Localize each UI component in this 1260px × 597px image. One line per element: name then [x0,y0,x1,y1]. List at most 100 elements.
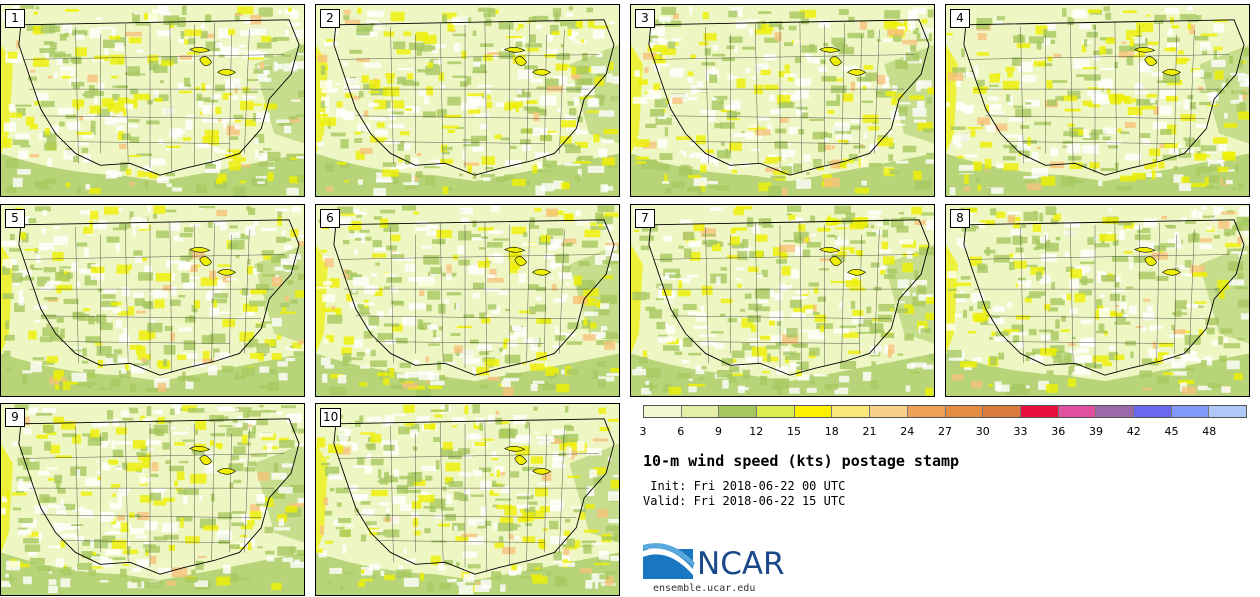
wind-cell [166,183,172,188]
wind-cell [558,272,572,280]
wind-cell [963,186,971,192]
wind-cell [745,132,763,140]
wind-cell [1121,41,1128,44]
wind-cell [553,577,568,587]
wind-cell [453,491,461,500]
wind-cell [674,351,683,356]
wind-cell [485,89,492,93]
wind-cell [398,426,410,435]
wind-cell [374,22,386,27]
wind-cell [1158,161,1165,169]
wind-cell [144,180,149,189]
wind-cell [687,77,694,83]
wind-cell [53,374,62,381]
great-lake [199,455,212,465]
wind-cell [446,187,453,191]
wind-cell [201,335,214,344]
wind-cell [90,126,96,135]
wind-cell [1225,242,1241,248]
wind-cell [255,323,266,328]
wind-cell [549,520,559,530]
wind-cell [392,496,406,505]
wind-cell [480,506,487,516]
wind-cell [551,31,560,35]
wind-cell [498,290,508,296]
wind-cell [902,39,918,45]
wind-cell [776,259,787,264]
wind-cell [283,63,298,72]
wind-cell [329,374,344,379]
wind-cell [182,353,199,359]
wind-cell [760,335,771,340]
wind-cell [922,364,934,370]
wind-cell [252,425,257,434]
wind-cell [257,70,268,79]
wind-cell [189,224,201,227]
wind-cell [927,9,934,18]
wind-cell [121,462,128,470]
wind-cell [472,64,486,73]
wind-cell [316,437,326,448]
wind-cell [244,537,255,547]
wind-cell [18,478,24,488]
wind-cell [213,147,220,154]
wind-cell [444,559,453,566]
wind-cell [1218,336,1223,345]
wind-cell [463,314,475,318]
wind-cell [1032,235,1040,245]
wind-cell [742,342,756,351]
wind-cell [543,254,554,260]
wind-cell [356,58,370,63]
wind-cell [820,59,826,64]
wind-cell [442,151,451,155]
wind-cell [834,235,839,243]
wind-cell [716,150,731,159]
wind-cell [584,229,601,238]
wind-cell [585,580,593,589]
wind-cell [648,19,663,27]
wind-cell [498,536,504,542]
wind-cell [892,109,899,113]
wind-cell [290,484,304,493]
wind-cell [960,244,967,249]
wind-cell [1128,46,1140,52]
state-border [244,29,250,154]
wind-cell [699,334,716,338]
wind-cell [819,258,833,262]
wind-cell [1234,286,1248,290]
wind-cell [142,301,153,308]
wind-cell [62,566,72,576]
wind-cell [662,235,672,242]
wind-cell [1168,334,1184,338]
wind-cell [593,25,609,29]
wind-cell [320,100,325,109]
country-outline [18,219,300,376]
wind-cell [1224,112,1228,119]
wind-cell [235,543,252,548]
wind-cell [899,239,914,245]
wind-cell [1092,24,1097,30]
wind-cell [452,417,466,423]
wind-cell [1008,117,1024,122]
wind-cell [105,549,121,555]
wind-cell [751,324,757,332]
wind-cell [779,117,789,123]
wind-cell [754,29,772,35]
wind-cell [180,255,190,262]
wind-cell [960,361,977,368]
wind-cell [1156,376,1170,384]
wind-cell [593,309,610,316]
wind-cell [255,176,267,179]
wind-cell [730,373,744,376]
wind-cell [1005,66,1015,72]
wind-cell [1235,164,1239,172]
wind-cell [119,143,127,150]
wind-cell [60,533,77,539]
state-border [169,21,173,174]
wind-cell [419,572,424,581]
wind-cell [1041,176,1056,186]
wind-cell [188,250,193,261]
wind-cell [644,67,649,74]
wind-cell [447,578,457,583]
wind-cell [1190,182,1207,187]
